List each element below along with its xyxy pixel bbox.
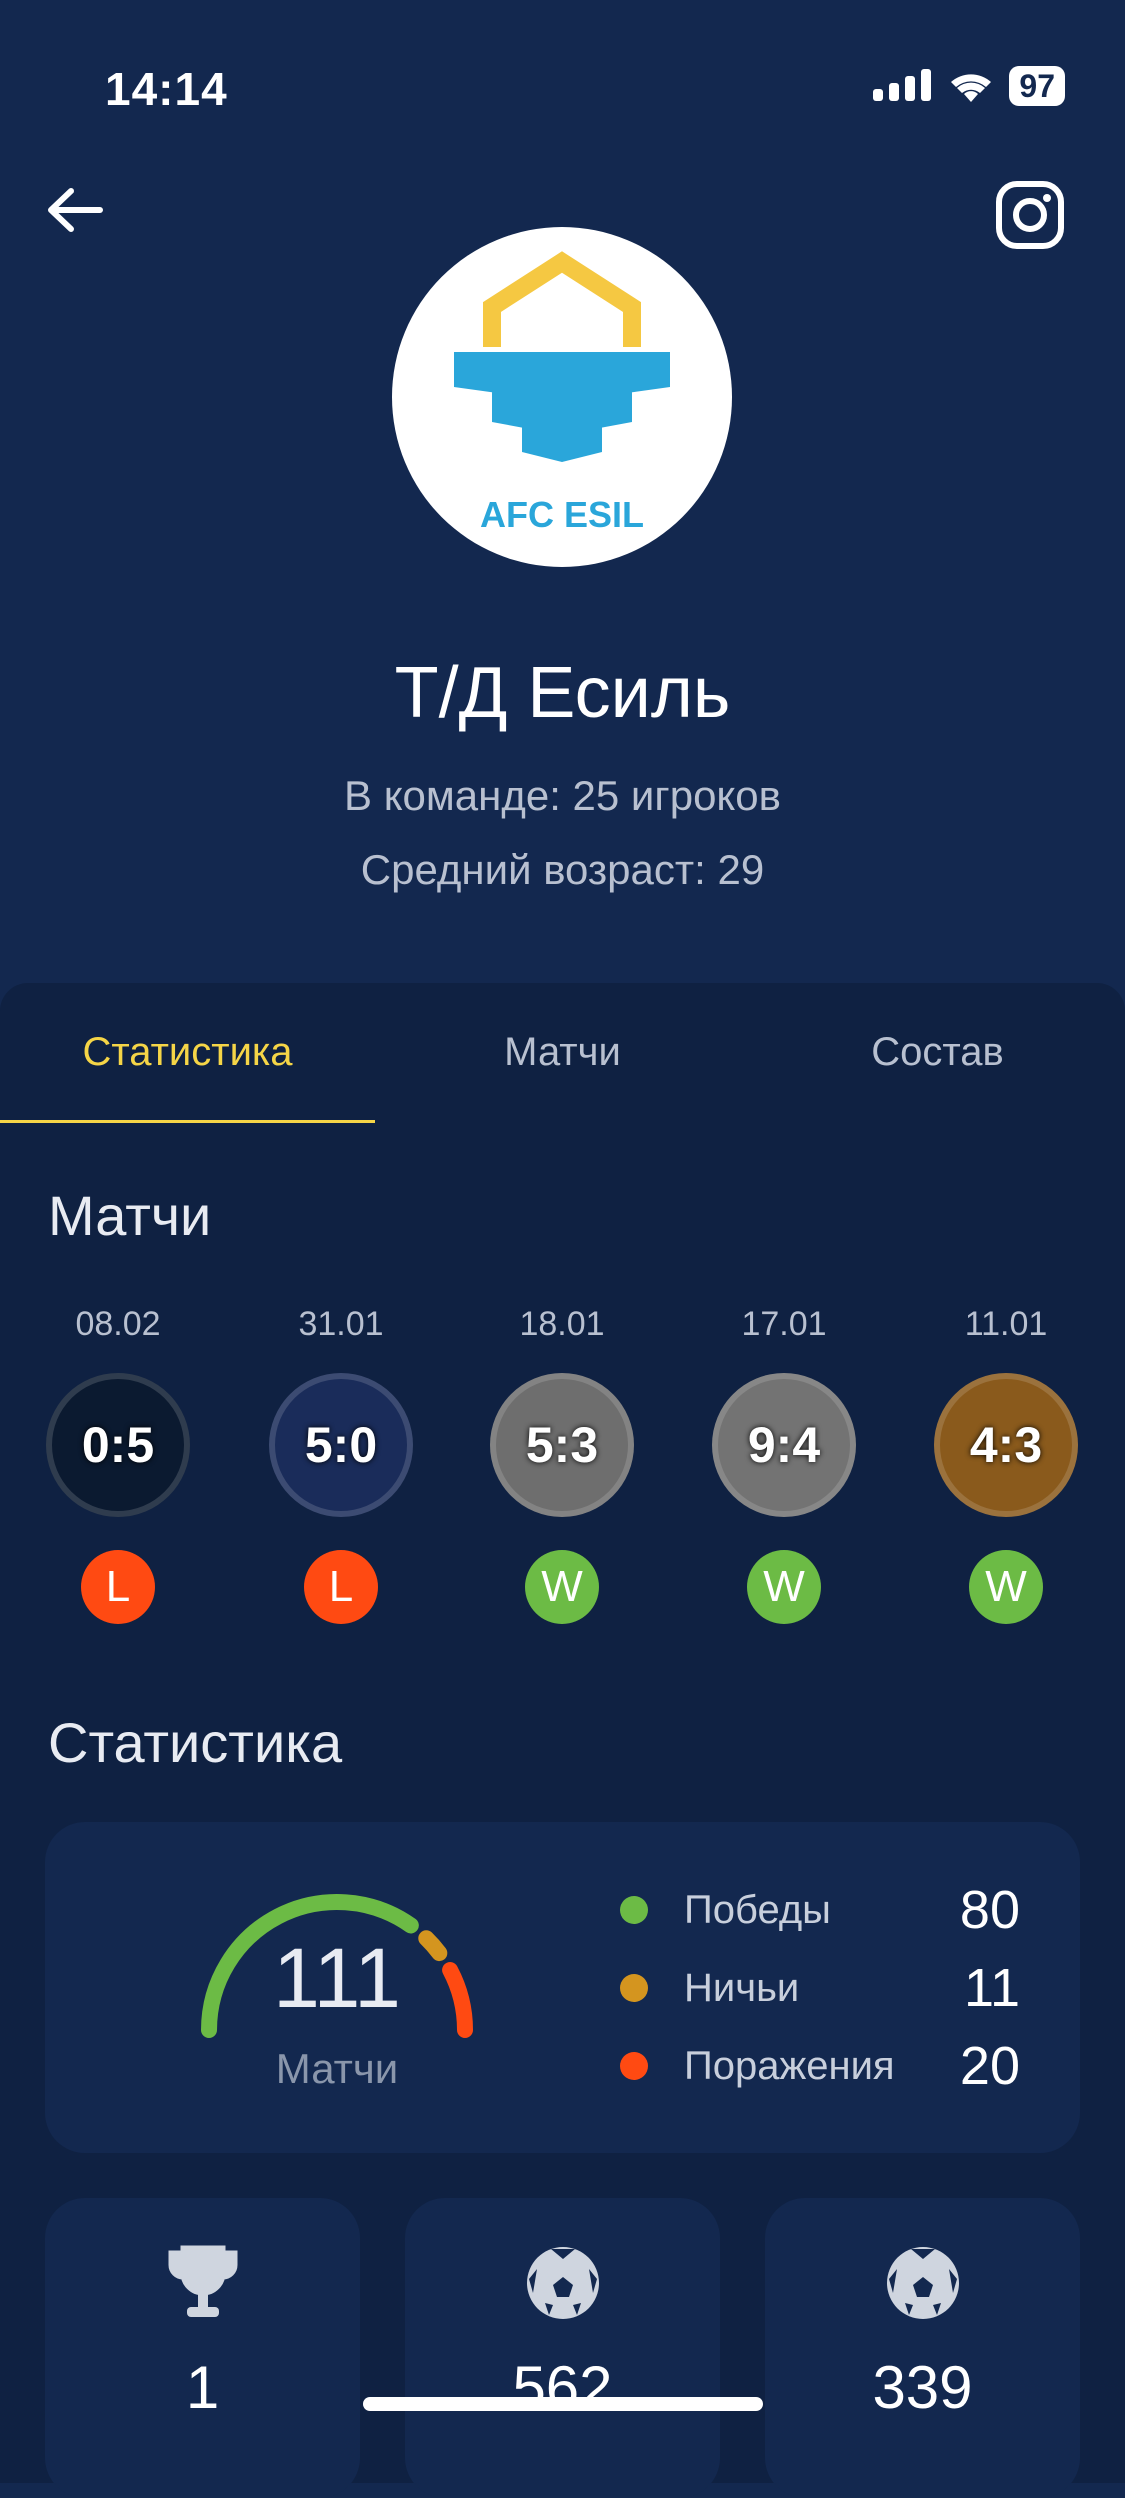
status-icons: 97: [873, 66, 1065, 106]
tab-roster[interactable]: Состав: [871, 1030, 1004, 1074]
match-result-badge: W: [747, 1550, 821, 1624]
match-result-badge: W: [525, 1550, 599, 1624]
legend-value: 11: [963, 1958, 1020, 2018]
svg-text:AFC ESIL: AFC ESIL: [480, 494, 644, 535]
match-date: 17.01: [741, 1305, 827, 1343]
legend-label: Ничьи: [684, 1965, 800, 2010]
results-gauge: [201, 1894, 473, 2038]
match-score: 0:5: [81, 1417, 155, 1473]
tab-statistics[interactable]: Статистика: [82, 1030, 293, 1074]
match-score: 5:0: [304, 1417, 378, 1473]
wifi-icon: [951, 74, 992, 102]
match-date: 18.01: [519, 1305, 605, 1343]
average-age: Средний возраст: 29: [360, 846, 765, 893]
match-date: 08.02: [75, 1305, 161, 1343]
stat-value: 339: [872, 2354, 973, 2421]
stat-value: 1: [185, 2354, 220, 2421]
legend-dot: [620, 1974, 648, 2002]
match-opponent-logo[interactable]: 0:5: [46, 1373, 190, 1517]
legend-row: Победы 80: [620, 1880, 1020, 1940]
legend-label: Поражения: [684, 2043, 895, 2088]
match-result-badge: W: [969, 1550, 1043, 1624]
match-score: 5:3: [525, 1417, 599, 1473]
legend-row: Ничьи 11: [620, 1958, 1020, 2018]
team-name: Т/Д Есиль: [394, 653, 731, 733]
legend-value: 80: [959, 1880, 1020, 1940]
soccer-ball-icon: [527, 2247, 599, 2319]
instagram-icon[interactable]: [995, 180, 1065, 250]
signal-icon: [873, 69, 932, 101]
statistics-heading: Статистика: [48, 1711, 343, 1774]
total-matches-label: Матчи: [275, 2045, 399, 2092]
stat-card: 339: [765, 2198, 1080, 2498]
legend-dot: [620, 2052, 648, 2080]
match-result-badge: L: [304, 1550, 378, 1624]
players-count: В команде: 25 игроков: [344, 772, 781, 819]
gauge-segment: [418, 1930, 448, 1962]
gauge-segment: [201, 1894, 419, 2038]
match-opponent-logo[interactable]: 9:4: [712, 1373, 856, 1517]
total-matches: 111: [273, 1931, 401, 2025]
match-opponent-logo[interactable]: 5:3: [490, 1373, 634, 1517]
tab-matches[interactable]: Матчи: [504, 1030, 621, 1074]
legend-row: Поражения 20: [620, 2036, 1020, 2096]
legend-value: 20: [959, 2036, 1020, 2096]
gauge-segment: [442, 1962, 473, 2038]
status-time: 14:14: [105, 63, 228, 115]
battery-level: 97: [1009, 66, 1065, 106]
legend-label: Победы: [684, 1887, 831, 1932]
team-logo: AFC ESIL: [392, 227, 732, 567]
match-date: 31.01: [298, 1305, 384, 1343]
back-arrow-icon[interactable]: [45, 185, 105, 235]
stat-card: 562: [405, 2198, 720, 2498]
trophy-icon: [168, 2245, 238, 2317]
legend-dot: [620, 1896, 648, 1924]
team-logo-emblem: AFC ESIL: [454, 251, 670, 535]
match-score: 9:4: [747, 1417, 821, 1473]
home-indicator[interactable]: [363, 2397, 763, 2411]
match-date: 11.01: [964, 1305, 1048, 1343]
stat-card: 1: [45, 2198, 360, 2498]
match-score: 4:3: [969, 1417, 1043, 1473]
active-tab-indicator: [0, 1120, 375, 1123]
match-opponent-logo[interactable]: 5:0: [269, 1373, 413, 1517]
soccer-ball-icon: [887, 2247, 959, 2319]
matches-heading: Матчи: [48, 1184, 212, 1247]
match-opponent-logo[interactable]: 4:3: [934, 1373, 1078, 1517]
stat-value: 562: [512, 2354, 613, 2421]
match-result-badge: L: [81, 1550, 155, 1624]
